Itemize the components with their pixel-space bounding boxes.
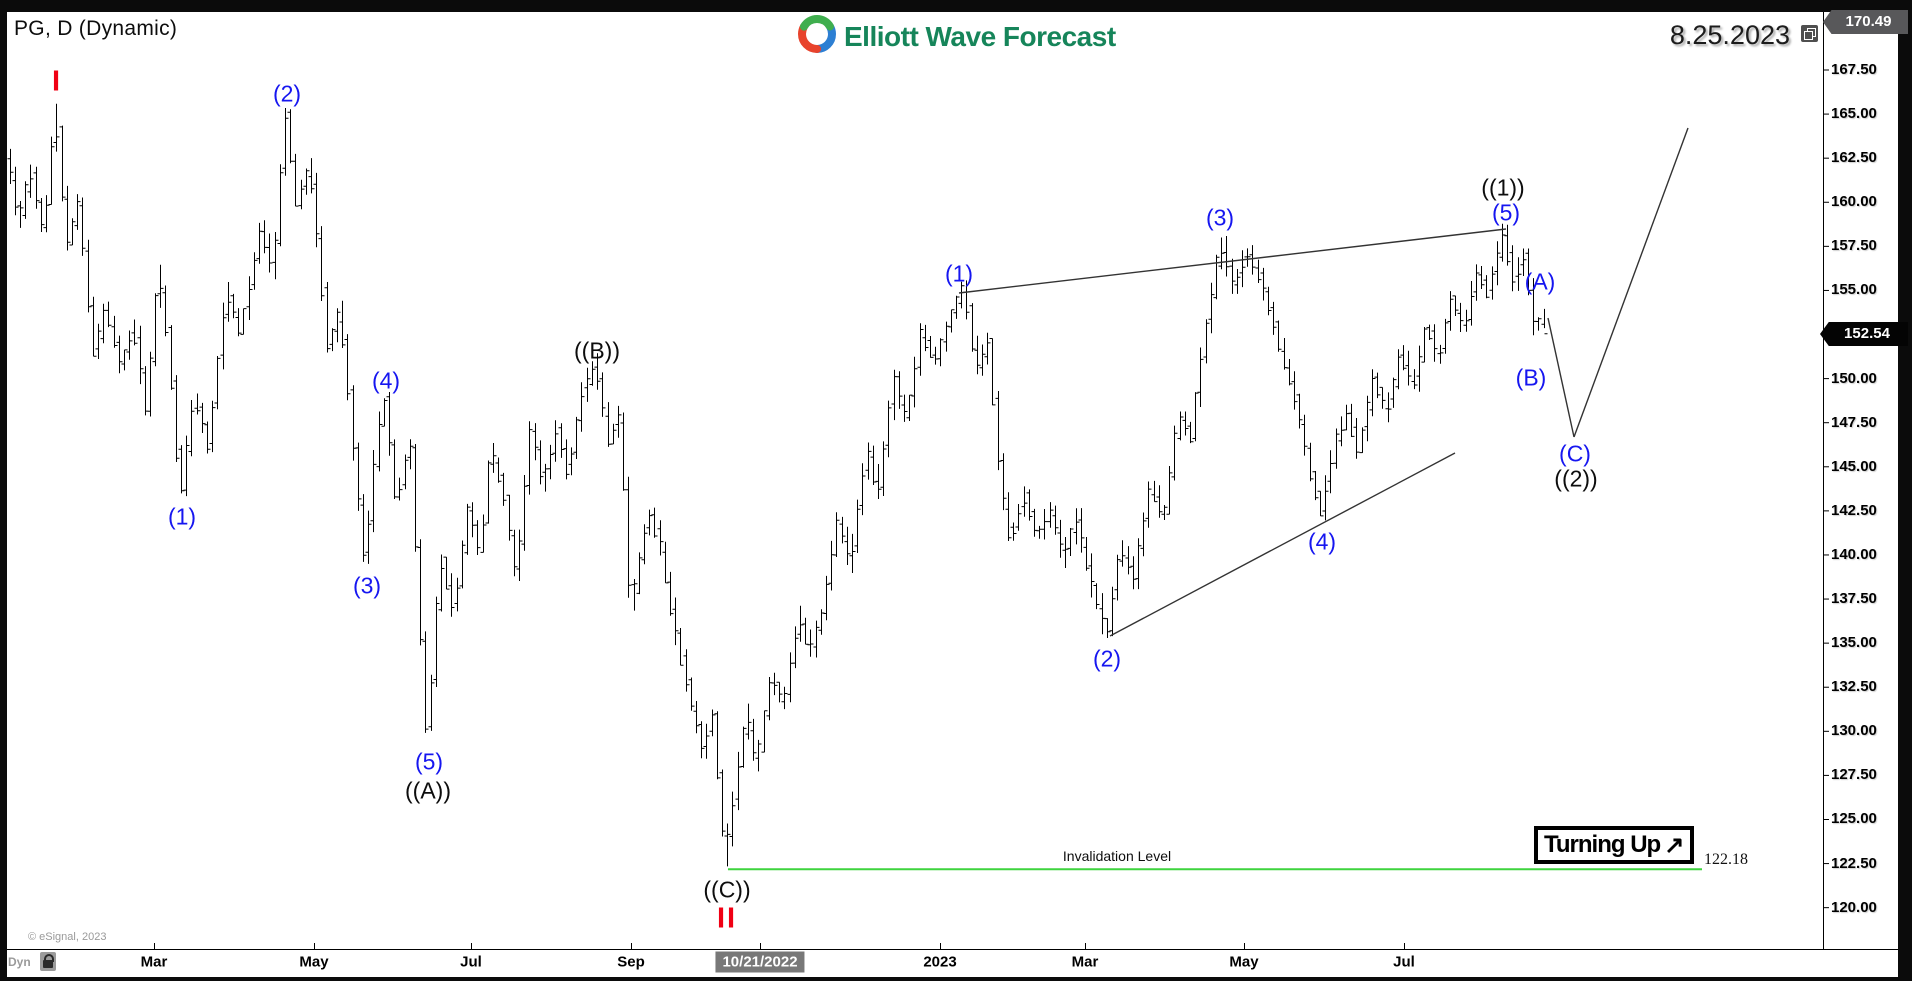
time-axis-label: May [299,953,329,971]
price-axis-label: 122.50 [1831,854,1877,872]
time-axis-label: 10/21/2022 [715,951,805,973]
time-axis-label: Jul [1393,953,1415,971]
turning-up-text: Turning Up [1544,831,1661,858]
elliott-wave-label: (A) [1524,268,1556,295]
elliott-wave-label: (5) [414,748,444,775]
time-axis-label: Sep [617,953,645,971]
elliott-wave-label: II [716,902,738,935]
axis-high-price-tag: 170.49 [1823,10,1908,34]
elliott-wave-label: (2) [1092,645,1122,672]
symbol-title: PG, D (Dynamic) [14,17,178,40]
price-axis-label: 145.00 [1831,457,1877,475]
price-axis-label: 127.50 [1831,766,1877,784]
time-axis-label: Mar [140,953,168,971]
price-axis-label: 167.50 [1831,61,1877,78]
elliott-wave-label: (B) [1515,364,1547,391]
elliott-wave-label: (3) [352,572,382,599]
elliott-wave-label: (1) [167,503,197,530]
price-axis-label: 120.00 [1831,898,1877,916]
invalidation-level-label: Invalidation Level [1062,848,1172,864]
elliott-wave-label: ((2)) [1554,465,1598,492]
elliott-wave-label: (5) [1491,199,1521,226]
elliott-wave-label: ((A)) [405,777,451,804]
elliott-wave-label: (3) [1205,204,1235,231]
elliott-wave-label: (C) [1559,440,1591,467]
price-axis-label: 130.00 [1831,722,1877,740]
time-axis-label: Jul [460,953,482,971]
date-stamp: 8.25.2023 [1669,20,1790,50]
price-axis-label: 157.50 [1831,237,1877,255]
axis-last-price-tag: 152.54 [1820,322,1908,346]
price-axis-label: 142.50 [1831,501,1877,519]
invalidation-price-label: 122.18 [1704,851,1748,868]
esignal-copyright: © eSignal, 2023 [28,931,107,943]
price-axis-label: 135.00 [1831,634,1877,652]
elliott-wave-label: ((B)) [574,337,620,364]
price-axis-label: 132.50 [1831,678,1877,696]
price-axis-label: 140.00 [1831,545,1877,563]
up-right-arrow-icon: ↗ [1664,831,1685,859]
elliott-wave-label: (4) [1307,528,1337,555]
elliott-wave-label: ((1)) [1481,174,1525,201]
price-axis-label: 125.00 [1831,810,1877,828]
time-axis-label: 2023 [923,953,957,971]
time-axis-label: Mar [1071,953,1099,971]
turning-up-badge: Turning Up ↗ [1534,826,1695,864]
time-axis-label: May [1229,953,1259,971]
brand-logo-text: Elliott Wave Forecast [844,20,1116,52]
elliott-wave-label: (1) [944,260,974,287]
price-axis-label: 155.00 [1831,281,1877,299]
lock-icon[interactable] [40,952,56,971]
price-axis-label: 165.00 [1831,105,1877,123]
restore-window-icon[interactable] [1801,25,1818,42]
price-axis-label: 150.00 [1831,369,1877,387]
elliott-wave-label: I [51,65,63,98]
dyn-toolbar-label: Dyn [8,955,31,969]
elliott-wave-label: (2) [272,80,302,107]
price-axis-label: 162.50 [1831,149,1877,167]
price-axis-label: 147.50 [1831,413,1877,431]
brand-logo: Elliott Wave Forecast [797,14,1116,59]
price-axis-label: 160.00 [1831,193,1877,211]
elliott-wave-label: (4) [371,367,401,394]
price-axis-label: 137.50 [1831,590,1877,608]
elliott-wave-label: ((C)) [703,876,751,903]
chart-surface[interactable] [7,12,1898,977]
elliott-wave-swirl-icon [797,14,837,59]
